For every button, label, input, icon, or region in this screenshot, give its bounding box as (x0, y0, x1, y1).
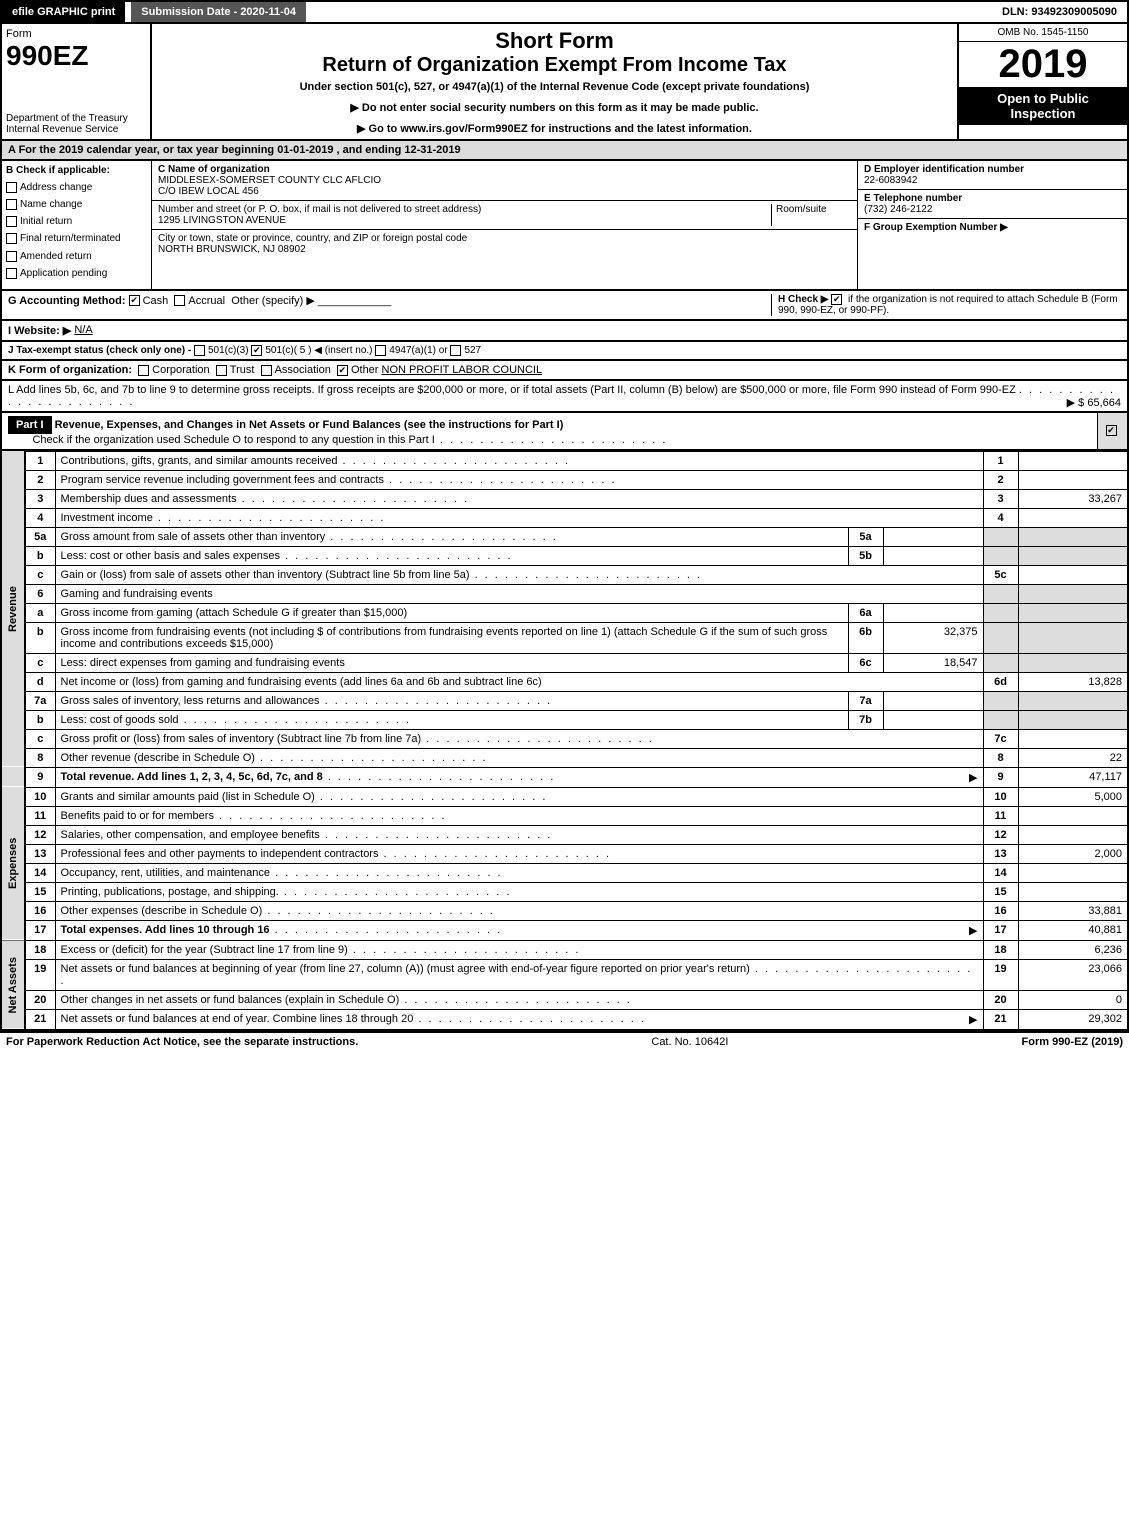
chk-cash[interactable] (129, 295, 140, 306)
footer-left: For Paperwork Reduction Act Notice, see … (6, 1036, 358, 1048)
top-bar: efile GRAPHIC print Submission Date - 20… (0, 0, 1129, 24)
k-label: K Form of organization: (8, 364, 132, 376)
subtitle: Under section 501(c), 527, or 4947(a)(1)… (156, 81, 953, 93)
j-label: J Tax-exempt status (check only one) - (8, 345, 191, 356)
street-addr: 1295 LIVINGSTON AVENUE (158, 215, 771, 226)
side-net-assets: Net Assets (1, 940, 25, 1030)
footer-mid: Cat. No. 10642I (651, 1036, 728, 1048)
chk-initial-return[interactable]: Initial return (6, 216, 147, 227)
row-j: J Tax-exempt status (check only one) - 5… (0, 342, 1129, 361)
row-gh: G Accounting Method: Cash Accrual Other … (0, 291, 1129, 321)
chk-h[interactable] (831, 294, 842, 305)
chk-accrual[interactable] (174, 295, 185, 306)
part1-badge: Part I (8, 416, 52, 434)
chk-other-org[interactable] (337, 365, 348, 376)
g-label: G Accounting Method: (8, 295, 126, 307)
org-name-1: MIDDLESEX-SOMERSET COUNTY CLC AFLCIO (158, 175, 851, 186)
goto-note: ▶ Go to www.irs.gov/Form990EZ for instru… (156, 122, 953, 135)
part1-schedule-o-check[interactable] (1097, 413, 1127, 449)
chk-final-return[interactable]: Final return/terminated (6, 233, 147, 244)
chk-501c3[interactable] (194, 345, 205, 356)
main-title: Return of Organization Exempt From Incom… (156, 54, 953, 77)
city-label: City or town, state or province, country… (158, 233, 851, 244)
open-to-public: Open to Public Inspection (959, 87, 1127, 125)
f-group-label: F Group Exemption Number ▶ (864, 222, 1008, 233)
header-right: OMB No. 1545-1150 2019 Open to Public In… (957, 24, 1127, 139)
other-org-value: NON PROFIT LABOR COUNCIL (382, 364, 543, 376)
header-center: Short Form Return of Organization Exempt… (152, 24, 957, 139)
room-suite-label: Room/suite (771, 204, 851, 226)
l-text: L Add lines 5b, 6c, and 7b to line 9 to … (8, 384, 1016, 396)
i-label: I Website: ▶ (8, 324, 71, 337)
side-expenses: Expenses (1, 787, 25, 940)
website-value: N/A (74, 324, 92, 337)
chk-application-pending[interactable]: Application pending (6, 268, 147, 279)
chk-527[interactable] (450, 345, 461, 356)
submission-date-badge: Submission Date - 2020-11-04 (131, 2, 306, 22)
efile-print-button[interactable]: efile GRAPHIC print (2, 2, 125, 22)
city-value: NORTH BRUNSWICK, NJ 08902 (158, 244, 851, 255)
row-a-tax-year: A For the 2019 calendar year, or tax yea… (0, 141, 1129, 161)
row-i: I Website: ▶ N/A (0, 321, 1129, 342)
dept-treasury: Department of the Treasury (6, 113, 146, 124)
org-name-2: C/O IBEW LOCAL 456 (158, 186, 851, 197)
col-def: D Employer identification number 22-6083… (857, 161, 1127, 289)
part1-table: Revenue 1 Contributions, gifts, grants, … (0, 451, 1129, 1031)
b-label: B Check if applicable: (6, 165, 147, 176)
chk-address-change[interactable]: Address change (6, 182, 147, 193)
form-number: 990EZ (6, 40, 146, 72)
chk-501c[interactable] (251, 345, 262, 356)
chk-amended-return[interactable]: Amended return (6, 251, 147, 262)
c-name-label: C Name of organization (158, 164, 851, 175)
chk-corp[interactable] (138, 365, 149, 376)
omb-number: OMB No. 1545-1150 (959, 24, 1127, 42)
irs-label: Internal Revenue Service (6, 124, 146, 135)
short-form-title: Short Form (156, 28, 953, 54)
chk-4947[interactable] (375, 345, 386, 356)
page-footer: For Paperwork Reduction Act Notice, see … (0, 1031, 1129, 1051)
header-left: Form 990EZ Department of the Treasury In… (2, 24, 152, 139)
dln-label: DLN: 93492309005090 (992, 2, 1127, 22)
part1-header: Part I Revenue, Expenses, and Changes in… (0, 413, 1129, 451)
e-phone-label: E Telephone number (864, 193, 1121, 204)
l-amount: ▶ $ 65,664 (1067, 396, 1121, 409)
col-b-checkboxes: B Check if applicable: Address change Na… (2, 161, 152, 289)
h-box: H Check ▶ if the organization is not req… (771, 294, 1121, 316)
ssn-note: ▶ Do not enter social security numbers o… (156, 101, 953, 114)
info-block: B Check if applicable: Address change Na… (0, 161, 1129, 291)
part1-check-text: Check if the organization used Schedule … (32, 434, 434, 446)
tax-year: 2019 (959, 42, 1127, 87)
side-revenue: Revenue (1, 451, 25, 767)
addr-label: Number and street (or P. O. box, if mail… (158, 204, 771, 215)
d-ein-label: D Employer identification number (864, 164, 1121, 175)
chk-assoc[interactable] (261, 365, 272, 376)
chk-trust[interactable] (216, 365, 227, 376)
form-word: Form (6, 28, 146, 40)
row-k: K Form of organization: Corporation Trus… (0, 361, 1129, 381)
col-c-org-info: C Name of organization MIDDLESEX-SOMERSE… (152, 161, 857, 289)
chk-name-change[interactable]: Name change (6, 199, 147, 210)
row-l: L Add lines 5b, 6c, and 7b to line 9 to … (0, 381, 1129, 413)
phone-value: (732) 246-2122 (864, 204, 1121, 215)
footer-right: Form 990-EZ (2019) (1022, 1036, 1123, 1048)
ein-value: 22-6083942 (864, 175, 1121, 186)
form-header: Form 990EZ Department of the Treasury In… (0, 24, 1129, 141)
part1-title: Revenue, Expenses, and Changes in Net As… (55, 419, 564, 431)
